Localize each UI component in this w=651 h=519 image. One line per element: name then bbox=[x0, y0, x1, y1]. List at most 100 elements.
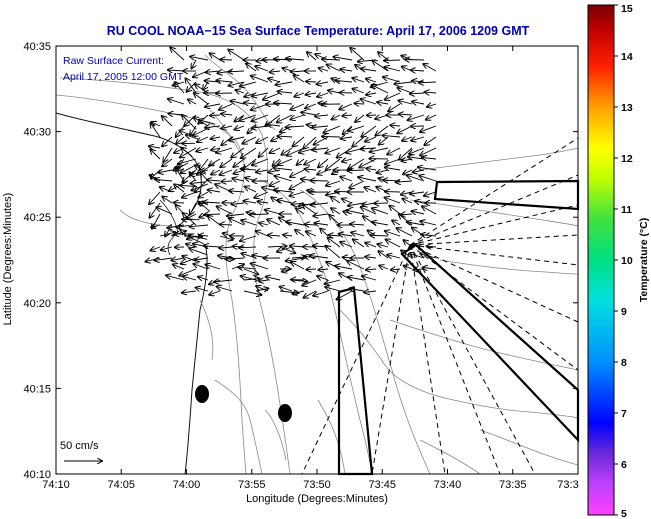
current-vector bbox=[192, 59, 197, 68]
current-vector bbox=[182, 291, 197, 293]
current-vector bbox=[427, 104, 437, 107]
current-vector bbox=[190, 202, 197, 215]
current-vector bbox=[274, 168, 293, 170]
current-vector bbox=[214, 280, 233, 282]
colorbar-tick-label: 6 bbox=[621, 459, 627, 471]
current-vector bbox=[243, 290, 261, 295]
current-vector bbox=[415, 244, 425, 247]
current-vector bbox=[326, 180, 341, 186]
current-vector bbox=[240, 235, 257, 241]
current-vector bbox=[388, 103, 401, 111]
current-vector bbox=[290, 191, 305, 196]
x-tick-label: 74:00 bbox=[173, 479, 201, 491]
current-vector bbox=[155, 258, 173, 260]
current-vector bbox=[220, 224, 233, 225]
current-vector bbox=[159, 232, 175, 237]
current-vector bbox=[398, 101, 413, 104]
current-vector bbox=[292, 291, 305, 294]
current-vector bbox=[221, 114, 233, 115]
current-vector bbox=[352, 89, 365, 94]
current-vector bbox=[228, 71, 245, 72]
current-vector bbox=[386, 240, 401, 248]
current-vector bbox=[265, 210, 281, 215]
current-vector bbox=[191, 182, 206, 183]
current-vector bbox=[366, 93, 377, 95]
current-vector bbox=[197, 136, 209, 142]
current-vector bbox=[267, 246, 286, 247]
current-vector bbox=[219, 247, 233, 248]
current-vector bbox=[243, 268, 258, 274]
current-vector bbox=[277, 136, 293, 137]
current-vector bbox=[342, 159, 353, 162]
colorbar-tick-label: 9 bbox=[621, 306, 627, 318]
current-vector bbox=[420, 147, 437, 156]
current-vector bbox=[412, 211, 425, 214]
current-vector bbox=[303, 136, 317, 149]
current-vector bbox=[346, 210, 365, 215]
current-vector bbox=[233, 158, 245, 167]
current-vector bbox=[353, 239, 365, 248]
current-vector bbox=[404, 266, 413, 269]
current-vector bbox=[347, 170, 365, 171]
current-vector bbox=[205, 104, 221, 107]
current-vector bbox=[286, 258, 305, 261]
current-vector bbox=[422, 206, 437, 215]
current-vector bbox=[358, 177, 377, 182]
current-vector bbox=[325, 147, 341, 153]
current-vector bbox=[396, 181, 413, 182]
station-marker-1 bbox=[195, 385, 209, 403]
current-vector bbox=[255, 66, 269, 72]
current-vector bbox=[364, 187, 377, 193]
current-vector bbox=[216, 147, 233, 153]
current-vector bbox=[189, 248, 207, 256]
current-vector bbox=[326, 246, 341, 259]
current-vector bbox=[241, 169, 257, 170]
current-vector bbox=[318, 269, 329, 270]
current-vector bbox=[256, 231, 269, 237]
current-vector bbox=[306, 81, 317, 82]
current-vector bbox=[210, 115, 221, 116]
current-vector bbox=[415, 201, 425, 203]
annotation-line-1: Raw Surface Current: bbox=[63, 55, 164, 67]
current-vector bbox=[339, 103, 353, 109]
current-vector bbox=[267, 219, 281, 226]
current-vector bbox=[250, 214, 269, 215]
current-vector bbox=[188, 100, 197, 105]
colorbar-label: Temperature (°C) bbox=[638, 218, 650, 303]
current-vector bbox=[209, 291, 221, 295]
current-vector bbox=[387, 255, 401, 258]
current-vector bbox=[317, 82, 329, 84]
current-vector bbox=[327, 65, 341, 72]
current-vector bbox=[315, 115, 329, 116]
y-tick-label: 40:30 bbox=[23, 127, 51, 139]
current-vector bbox=[361, 125, 377, 137]
current-vector bbox=[252, 93, 269, 96]
current-vector bbox=[207, 180, 221, 181]
current-vector bbox=[156, 207, 173, 215]
current-vector bbox=[427, 246, 437, 247]
current-vector bbox=[194, 93, 209, 105]
current-vector bbox=[320, 229, 329, 237]
current-vector bbox=[392, 220, 401, 225]
current-vector bbox=[229, 191, 245, 192]
current-vector bbox=[182, 219, 200, 220]
current-vector bbox=[306, 269, 317, 270]
current-vector bbox=[241, 276, 257, 281]
current-vector bbox=[355, 103, 365, 104]
current-vector bbox=[389, 206, 401, 215]
current-vector bbox=[319, 68, 329, 71]
annotation-line-2: April 17, 2005 12:00 GMT bbox=[63, 71, 184, 83]
current-vector bbox=[426, 114, 437, 120]
x-axis-label: Longitude (Degrees:Minutes) bbox=[246, 493, 388, 505]
current-vector bbox=[340, 177, 353, 182]
y-tick-label: 40:20 bbox=[23, 298, 51, 310]
current-vector bbox=[421, 235, 437, 237]
current-vector bbox=[252, 158, 269, 165]
current-vector bbox=[410, 93, 425, 94]
x-tick-label: 73:50 bbox=[303, 479, 331, 491]
current-vector bbox=[199, 120, 216, 125]
current-vector bbox=[162, 158, 173, 166]
current-vector bbox=[293, 136, 305, 146]
current-vector bbox=[151, 225, 161, 227]
current-vector bbox=[170, 48, 185, 61]
